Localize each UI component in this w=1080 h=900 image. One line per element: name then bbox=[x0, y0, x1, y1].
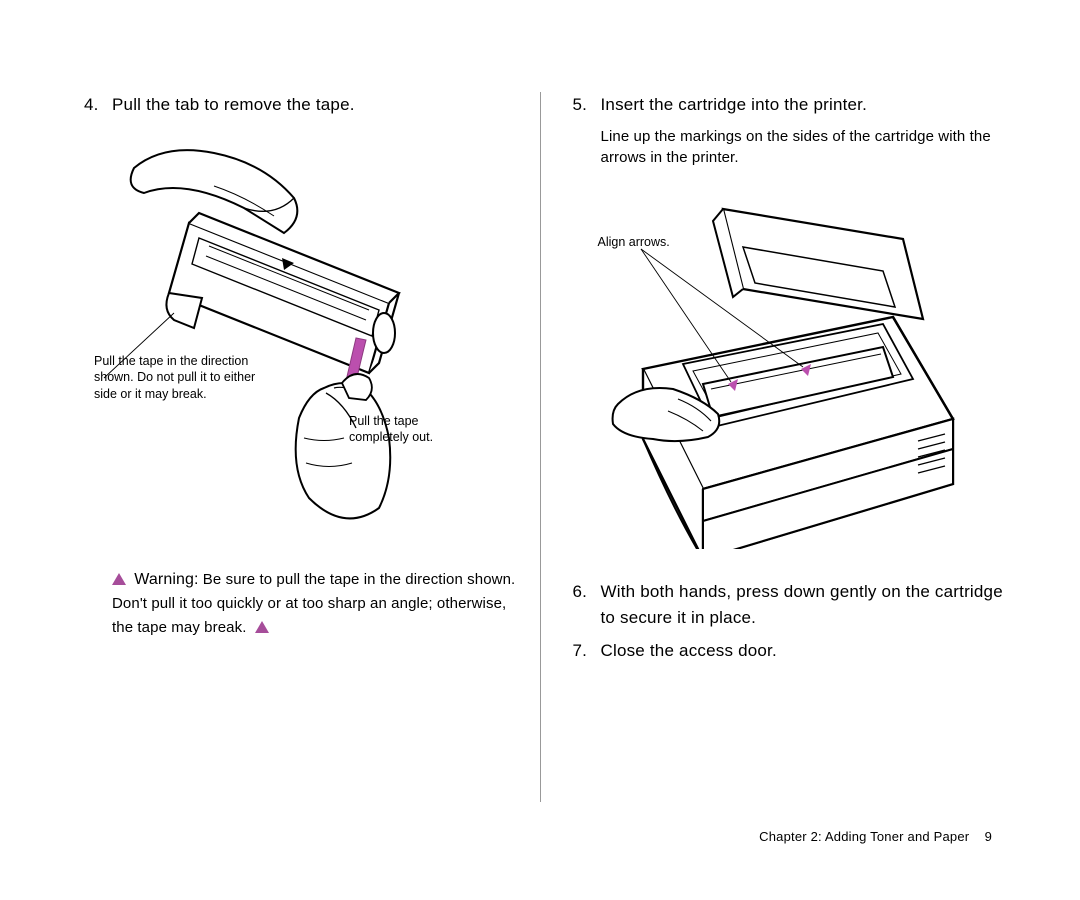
step-4-number: 4. bbox=[84, 92, 100, 118]
step-6-heading: 6. With both hands, press down gently on… bbox=[573, 579, 1009, 630]
step-7-heading: 7. Close the access door. bbox=[573, 638, 1009, 664]
step-7-number: 7. bbox=[573, 638, 589, 664]
callout-align-arrows: Align arrows. bbox=[598, 234, 698, 251]
warning-block: Warning: Be sure to pull the tape in the… bbox=[112, 568, 520, 639]
step-4-heading: 4. Pull the tab to remove the tape. bbox=[84, 92, 520, 118]
footer-chapter: Chapter 2: Adding Toner and Paper bbox=[759, 829, 969, 844]
step-5-illustration: Align arrows. bbox=[583, 189, 1009, 549]
page-container: 4. Pull the tab to remove the tape. bbox=[0, 0, 1080, 900]
step-4-illustration: Pull the tape in the direction shown. Do… bbox=[94, 138, 520, 538]
step-6-number: 6. bbox=[573, 579, 589, 630]
footer-page-number: 9 bbox=[985, 829, 992, 844]
callout-pull-direction: Pull the tape in the direction shown. Do… bbox=[94, 353, 279, 404]
cartridge-tape-illustration bbox=[94, 138, 454, 538]
step-5-number: 5. bbox=[573, 92, 589, 118]
step-5-text: Insert the cartridge into the printer. bbox=[601, 92, 868, 118]
step-4-text: Pull the tab to remove the tape. bbox=[112, 92, 355, 118]
page-footer: Chapter 2: Adding Toner and Paper 9 bbox=[759, 829, 992, 844]
right-column: 5. Insert the cartridge into the printer… bbox=[541, 92, 1009, 840]
step-5-body: Line up the markings on the sides of the… bbox=[601, 126, 1009, 170]
step-5-heading: 5. Insert the cartridge into the printer… bbox=[573, 92, 1009, 118]
callout-pull-out: Pull the tape completely out. bbox=[349, 413, 459, 447]
warning-triangle-icon bbox=[112, 573, 126, 585]
step-6-text: With both hands, press down gently on th… bbox=[601, 579, 1009, 630]
left-column: 4. Pull the tab to remove the tape. bbox=[84, 92, 540, 840]
step-7-text: Close the access door. bbox=[601, 638, 777, 664]
warning-triangle-end-icon bbox=[255, 621, 269, 633]
warning-label: Warning: bbox=[134, 571, 198, 588]
